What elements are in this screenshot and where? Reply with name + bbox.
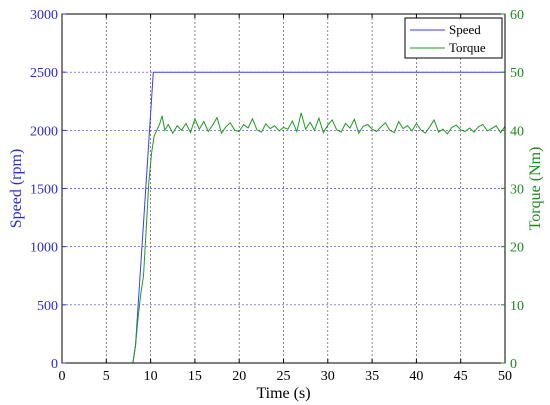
legend-label-torque: Torque [449,40,486,55]
right-y-tick-label: 50 [510,66,524,81]
left-y-tick-label: 2500 [30,66,58,81]
x-tick-label: 35 [365,369,379,384]
x-tick-label: 30 [321,369,335,384]
right-y-tick-label: 0 [510,357,517,372]
series-line-torque [62,112,506,364]
legend-label-speed: Speed [449,22,481,37]
ticks: 0 5 10 15 20 25 30 35 40 45 5005001000150020002500… [30,8,524,384]
x-tick-label: 40 [409,369,423,384]
right-y-tick-label: 60 [510,8,524,23]
x-tick-label: 10 [144,369,158,384]
left-y-axis-title: Speed (rpm) [8,149,25,229]
legend-box [404,17,503,59]
legend: Speed Torque [404,17,503,59]
x-tick-label: 25 [277,369,291,384]
x-axis-title: Time (s) [256,385,310,402]
right-y-axis-title: Torque (Nm) [527,147,544,231]
right-y-tick-label: 20 [510,241,524,256]
x-tick-label: 15 [188,369,202,384]
right-y-tick-label: 10 [510,299,524,314]
x-tick-label: 50 [498,369,512,384]
right-y-tick-label: 30 [510,183,524,198]
left-y-tick-label: 500 [37,299,58,314]
right-y-tick-label: 40 [510,124,524,139]
left-y-tick-label: 0 [51,357,58,372]
left-y-tick-label: 2000 [30,124,58,139]
left-y-tick-label: 3000 [30,8,58,23]
x-tick-label: 0 [59,369,66,384]
x-tick-label: 20 [232,369,246,384]
x-tick-label: 45 [454,369,468,384]
x-tick-label: 5 [103,369,110,384]
left-y-tick-label: 1000 [30,241,58,256]
left-y-tick-label: 1500 [30,183,58,198]
